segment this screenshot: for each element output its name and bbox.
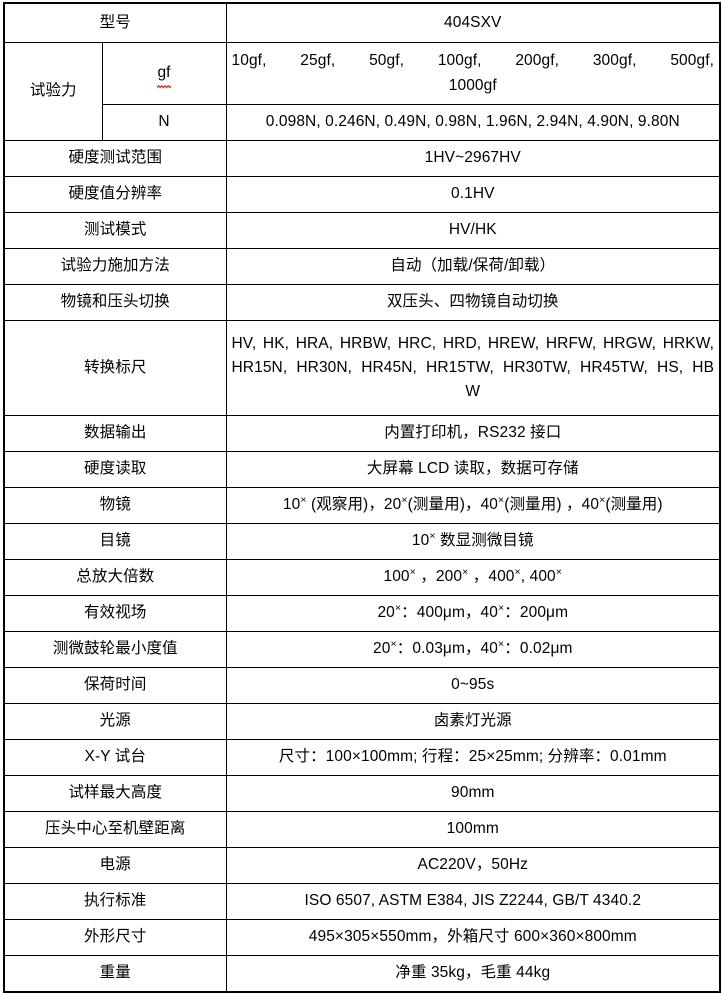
row-label-throat-depth: 压头中心至机壁距离 <box>3 811 227 848</box>
row-sublabel-newton: N <box>101 104 227 141</box>
row-label-total-magnification: 总放大倍数 <box>3 559 227 596</box>
row-label-objective-indenter-switch: 物镜和压头切换 <box>3 284 227 321</box>
row-label-conversion-scales: 转换标尺 <box>3 320 227 416</box>
row-label-light-source: 光源 <box>3 703 227 740</box>
row-value-weight: 净重 35kg，毛重 44kg <box>225 955 721 993</box>
row-label-data-output: 数据输出 <box>3 415 227 452</box>
value-line: 1000gf <box>448 76 497 94</box>
value-line: W <box>465 383 481 400</box>
gf-text-with-spellcheck: gf <box>157 61 171 89</box>
row-value-hardness-readout: 大屏幕 LCD 读取，数据可存储 <box>225 451 721 488</box>
table-row: 目镜 10× 数显测微目镜 <box>3 523 721 560</box>
table-row: 压头中心至机壁距离 100mm <box>3 811 721 848</box>
row-label-weight: 重量 <box>3 955 227 993</box>
row-value-test-force-n: 0.098N, 0.246N, 0.49N, 0.98N, 1.96N, 2.9… <box>225 104 721 141</box>
table-row: 物镜和压头切换 双压头、四物镜自动切换 <box>3 284 721 321</box>
row-label-objective: 物镜 <box>3 487 227 524</box>
row-value-micrometer-min-division: 20×：0.03μm，40×：0.02μm <box>225 631 721 668</box>
row-label-test-force: 试验力 <box>3 42 103 141</box>
row-label-power-supply: 电源 <box>3 847 227 884</box>
table-row: 测微鼓轮最小度值 20×：0.03μm，40×：0.02μm <box>3 631 721 668</box>
row-value-throat-depth: 100mm <box>225 811 721 848</box>
row-label-xy-stage: X-Y 试台 <box>3 739 227 776</box>
row-value-model: 404SXV <box>225 2 721 43</box>
row-value-dimensions: 495×305×550mm，外箱尺寸 600×360×800mm <box>225 919 721 956</box>
row-value-hardness-resolution: 0.1HV <box>225 176 721 213</box>
table-row: 试样最大高度 90mm <box>3 775 721 812</box>
row-label-hardness-readout: 硬度读取 <box>3 451 227 488</box>
row-value-dwell-time: 0~95s <box>225 667 721 704</box>
table-row: 试验力施加方法 自动（加载/保荷/卸载） <box>3 248 721 285</box>
table-row: 测试模式 HV/HK <box>3 212 721 249</box>
table-row: 外形尺寸 495×305×550mm，外箱尺寸 600×360×800mm <box>3 919 721 956</box>
row-label-micrometer-min-division: 测微鼓轮最小度值 <box>3 631 227 668</box>
table-row: 试验力 gf 10gf, 25gf, 50gf, 100gf, 200gf, 3… <box>3 42 721 141</box>
row-label-dimensions: 外形尺寸 <box>3 919 227 956</box>
row-value-hardness-range: 1HV~2967HV <box>225 140 721 177</box>
value-line: HV, HK, HRA, HRBW, HRC, HRD, HREW, HRFW,… <box>231 334 715 352</box>
row-label-standards: 执行标准 <box>3 883 227 920</box>
spec-table-container: 型号 404SXV 试验力 gf 10gf, 25gf, 50gf, 100gf… <box>3 2 722 993</box>
row-label-hardness-resolution: 硬度值分辨率 <box>3 176 227 213</box>
row-label-test-mode: 测试模式 <box>3 212 227 249</box>
table-row: 硬度值分辨率 0.1HV <box>3 176 721 213</box>
gf-label: gf <box>157 63 171 81</box>
row-label-field-of-view: 有效视场 <box>3 595 227 632</box>
row-value-power-supply: AC220V，50Hz <box>225 847 721 884</box>
row-label-max-specimen-height: 试样最大高度 <box>3 775 227 812</box>
row-value-max-specimen-height: 90mm <box>225 775 721 812</box>
row-value-xy-stage: 尺寸：100×100mm; 行程：25×25mm; 分辨率：0.01mm <box>225 739 721 776</box>
row-value-eyepiece: 10× 数显测微目镜 <box>225 523 721 560</box>
table-row: N 0.098N, 0.246N, 0.49N, 0.98N, 1.96N, 2… <box>4 104 721 141</box>
row-value-data-output: 内置打印机，RS232 接口 <box>225 415 721 452</box>
specifications-table: 型号 404SXV 试验力 gf 10gf, 25gf, 50gf, 100gf… <box>3 2 722 993</box>
table-row: 硬度测试范围 1HV~2967HV <box>3 140 721 177</box>
table-row: 重量 净重 35kg，毛重 44kg <box>3 955 721 993</box>
row-sublabel-gf: gf <box>101 42 227 105</box>
row-value-objective: 10× (观察用)，20×(测量用)，40×(测量用) ，40×(测量用) <box>225 487 721 524</box>
row-label-model: 型号 <box>3 2 227 43</box>
value-line: HR15N, HR30N, HR45N, HR15TW, HR30TW, HR4… <box>231 358 715 376</box>
spellcheck-squiggle-icon <box>157 85 171 89</box>
specifications-table-body: 型号 404SXV 试验力 gf 10gf, 25gf, 50gf, 100gf… <box>3 2 721 993</box>
table-row: 保荷时间 0~95s <box>3 667 721 704</box>
row-value-standards: ISO 6507, ASTM E384, JIS Z2244, GB/T 434… <box>225 883 721 920</box>
table-row: 硬度读取 大屏幕 LCD 读取，数据可存储 <box>3 451 721 488</box>
table-row: 总放大倍数 100× ，200× ，400×, 400× <box>3 559 721 596</box>
row-value-field-of-view: 20×：400μm，40×：200μm <box>225 595 721 632</box>
table-row: 物镜 10× (观察用)，20×(测量用)，40×(测量用) ，40×(测量用) <box>3 487 721 524</box>
table-row: 数据输出 内置打印机，RS232 接口 <box>3 415 721 452</box>
row-value-objective-indenter-switch: 双压头、四物镜自动切换 <box>225 284 721 321</box>
table-row: 光源 卤素灯光源 <box>3 703 721 740</box>
row-value-force-application: 自动（加载/保荷/卸载） <box>225 248 721 285</box>
row-label-hardness-range: 硬度测试范围 <box>3 140 227 177</box>
row-value-light-source: 卤素灯光源 <box>225 703 721 740</box>
row-value-test-force-gf: 10gf, 25gf, 50gf, 100gf, 200gf, 300gf, 5… <box>225 42 721 105</box>
value-line: 10gf, 25gf, 50gf, 100gf, 200gf, 300gf, 5… <box>231 52 715 70</box>
row-label-force-application: 试验力施加方法 <box>3 248 227 285</box>
table-row: X-Y 试台 尺寸：100×100mm; 行程：25×25mm; 分辨率：0.0… <box>3 739 721 776</box>
row-value-conversion-scales: HV, HK, HRA, HRBW, HRC, HRD, HREW, HRFW,… <box>225 320 721 416</box>
row-value-total-magnification: 100× ，200× ，400×, 400× <box>225 559 721 596</box>
row-label-dwell-time: 保荷时间 <box>3 667 227 704</box>
table-row: 型号 404SXV <box>3 2 721 43</box>
table-row: 有效视场 20×：400μm，40×：200μm <box>3 595 721 632</box>
row-label-eyepiece: 目镜 <box>3 523 227 560</box>
table-row: 执行标准 ISO 6507, ASTM E384, JIS Z2244, GB/… <box>3 883 721 920</box>
table-row: 转换标尺 HV, HK, HRA, HRBW, HRC, HRD, HREW, … <box>3 320 721 416</box>
table-row: 电源 AC220V，50Hz <box>3 847 721 884</box>
row-value-test-mode: HV/HK <box>225 212 721 249</box>
